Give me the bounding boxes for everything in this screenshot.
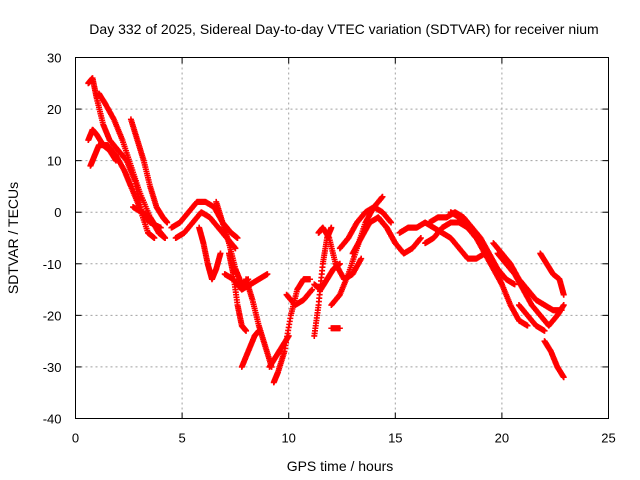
x-axis-label: GPS time / hours bbox=[287, 458, 394, 474]
data-point bbox=[560, 291, 567, 298]
plot-frame bbox=[75, 57, 609, 419]
y-tick-label: -10 bbox=[43, 257, 62, 272]
series-arc-33 bbox=[541, 338, 567, 381]
data-point bbox=[255, 327, 262, 334]
data-point bbox=[234, 235, 241, 241]
x-tick-label: 20 bbox=[495, 431, 509, 446]
data-point bbox=[336, 325, 343, 332]
y-tick-label: -20 bbox=[43, 308, 62, 323]
x-tick-label: 5 bbox=[178, 431, 185, 446]
series-arc-17 bbox=[283, 286, 316, 309]
data-point bbox=[358, 255, 365, 262]
data-point bbox=[232, 245, 239, 252]
series-arc-25 bbox=[375, 214, 424, 257]
x-tick-label: 10 bbox=[281, 431, 295, 446]
data-point bbox=[560, 302, 567, 309]
series-arc-31 bbox=[494, 250, 567, 329]
data-point bbox=[328, 224, 335, 231]
series-arc-34 bbox=[515, 302, 548, 334]
y-tick-label: 0 bbox=[54, 205, 61, 220]
data-point bbox=[541, 327, 548, 334]
x-tick-label: 0 bbox=[72, 431, 79, 446]
data-point bbox=[388, 219, 395, 226]
y-tick-label: 30 bbox=[47, 51, 61, 66]
data-point bbox=[560, 374, 567, 381]
y-axis-label: SDTVAR / TECUs bbox=[5, 182, 21, 294]
series-arc-9 bbox=[196, 224, 224, 283]
y-tick-label: -40 bbox=[43, 412, 62, 427]
series-arc-29 bbox=[447, 209, 531, 329]
data-point bbox=[379, 193, 386, 200]
series-arc-14 bbox=[238, 327, 262, 370]
series-arc-12 bbox=[221, 271, 271, 293]
y-tick-label: 20 bbox=[47, 102, 61, 117]
data-point bbox=[113, 157, 120, 164]
y-tick-label: -30 bbox=[43, 360, 62, 375]
data-point bbox=[285, 332, 292, 339]
series-arc-24 bbox=[328, 325, 343, 332]
data-point bbox=[217, 250, 224, 257]
series-arc-27 bbox=[426, 209, 518, 288]
data-point bbox=[264, 271, 271, 278]
data-point bbox=[164, 219, 171, 226]
x-tick-label: 25 bbox=[601, 431, 615, 446]
data-point bbox=[151, 235, 158, 241]
data-point bbox=[162, 235, 169, 241]
series-arc-32 bbox=[537, 250, 567, 298]
series-arc-16 bbox=[266, 332, 292, 370]
series-arc-5 bbox=[127, 116, 171, 226]
data-point bbox=[511, 281, 518, 288]
chart-title: Day 332 of 2025, Sidereal Day-to-day VTE… bbox=[89, 21, 598, 37]
series-arc-4 bbox=[95, 90, 169, 241]
series-arc-3 bbox=[85, 126, 120, 164]
data-point bbox=[524, 322, 531, 329]
data-point bbox=[243, 327, 250, 334]
series-arc-6 bbox=[130, 204, 169, 241]
data-point bbox=[307, 276, 314, 283]
x-tick-label: 15 bbox=[388, 431, 402, 446]
series-arc-11 bbox=[226, 250, 250, 334]
data-points bbox=[85, 75, 567, 386]
series-arc-22 bbox=[336, 204, 395, 252]
y-tick-label: 10 bbox=[47, 154, 61, 169]
data-point bbox=[417, 235, 424, 241]
series-arc-20 bbox=[315, 224, 365, 283]
data-point bbox=[309, 286, 316, 293]
